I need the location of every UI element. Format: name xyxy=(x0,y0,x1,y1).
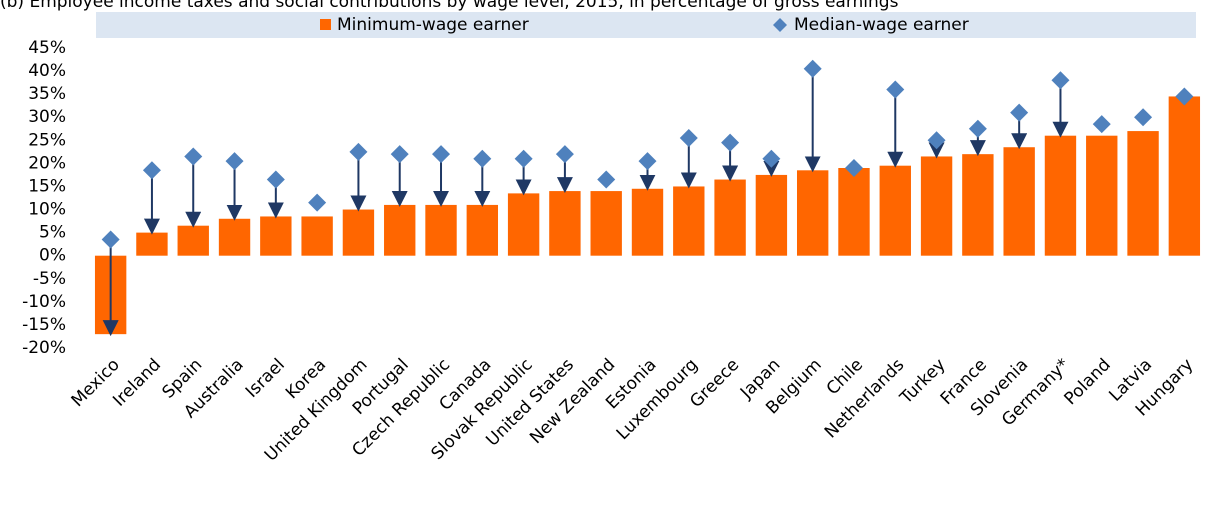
x-tick-label: Poland xyxy=(1061,355,1115,409)
y-tick-label: 40% xyxy=(28,61,66,81)
median-marker xyxy=(514,149,533,168)
median-marker xyxy=(886,80,905,99)
median-marker xyxy=(349,142,368,161)
median-marker xyxy=(266,170,285,189)
y-tick-label: -15% xyxy=(22,315,66,335)
bar xyxy=(507,193,540,256)
bar xyxy=(1086,135,1118,256)
bar xyxy=(673,186,705,256)
y-tick-label: 45% xyxy=(28,38,66,58)
median-marker xyxy=(679,129,698,147)
bar xyxy=(177,225,209,256)
bar xyxy=(466,204,499,256)
bar xyxy=(1003,147,1035,256)
y-tick-label: 5% xyxy=(39,223,66,243)
y-tick-label: -20% xyxy=(22,338,66,358)
median-marker xyxy=(390,145,409,164)
median-marker xyxy=(721,133,740,152)
y-tick-label: 25% xyxy=(28,130,66,150)
y-tick-label: -5% xyxy=(33,269,66,289)
legend-swatch xyxy=(320,19,331,30)
median-marker xyxy=(101,230,120,249)
median-marker xyxy=(432,145,451,164)
bar xyxy=(631,188,664,256)
bar xyxy=(920,156,953,256)
bar xyxy=(260,216,292,256)
bar xyxy=(136,232,168,256)
bar xyxy=(879,165,911,256)
bar xyxy=(1044,135,1077,256)
median-marker xyxy=(1051,71,1070,90)
median-marker xyxy=(638,152,657,171)
x-tick-label: Israel xyxy=(242,355,289,402)
median-marker xyxy=(555,145,574,164)
legend-label: Minimum-wage earner xyxy=(337,15,529,35)
y-tick-label: -10% xyxy=(22,292,66,312)
bar xyxy=(384,204,416,256)
median-marker xyxy=(1010,103,1029,122)
bar xyxy=(218,218,251,256)
y-tick-label: 20% xyxy=(28,153,66,173)
legend-swatch xyxy=(773,18,787,32)
chart-title: (b) Employee income taxes and social con… xyxy=(0,0,899,12)
bar xyxy=(549,191,581,256)
legend-background xyxy=(96,12,1196,38)
median-marker xyxy=(762,149,781,168)
median-marker xyxy=(597,170,616,189)
y-tick-label: 35% xyxy=(28,84,66,104)
bar xyxy=(590,191,622,256)
median-marker xyxy=(308,193,327,212)
bar xyxy=(1127,131,1159,256)
bar xyxy=(342,209,375,256)
median-marker xyxy=(142,161,161,180)
median-marker xyxy=(225,152,244,171)
median-marker xyxy=(1175,87,1194,106)
bar xyxy=(301,216,333,256)
bar xyxy=(962,154,994,256)
median-marker xyxy=(927,131,946,150)
bar xyxy=(838,168,870,256)
y-tick-label: 0% xyxy=(39,246,66,266)
legend-label: Median-wage earner xyxy=(794,15,969,35)
y-tick-label: 10% xyxy=(28,200,66,220)
median-marker xyxy=(803,59,822,78)
median-marker xyxy=(473,149,492,168)
y-tick-label: 15% xyxy=(28,176,66,196)
y-tick-label: 30% xyxy=(28,107,66,127)
bar xyxy=(796,170,829,256)
median-marker xyxy=(184,147,203,166)
bar xyxy=(755,174,788,256)
bar xyxy=(1168,96,1201,256)
bar xyxy=(714,179,746,256)
median-marker xyxy=(1092,115,1111,134)
median-marker xyxy=(844,159,863,177)
median-marker xyxy=(968,119,987,138)
bar xyxy=(425,204,457,256)
median-marker xyxy=(1134,108,1153,127)
